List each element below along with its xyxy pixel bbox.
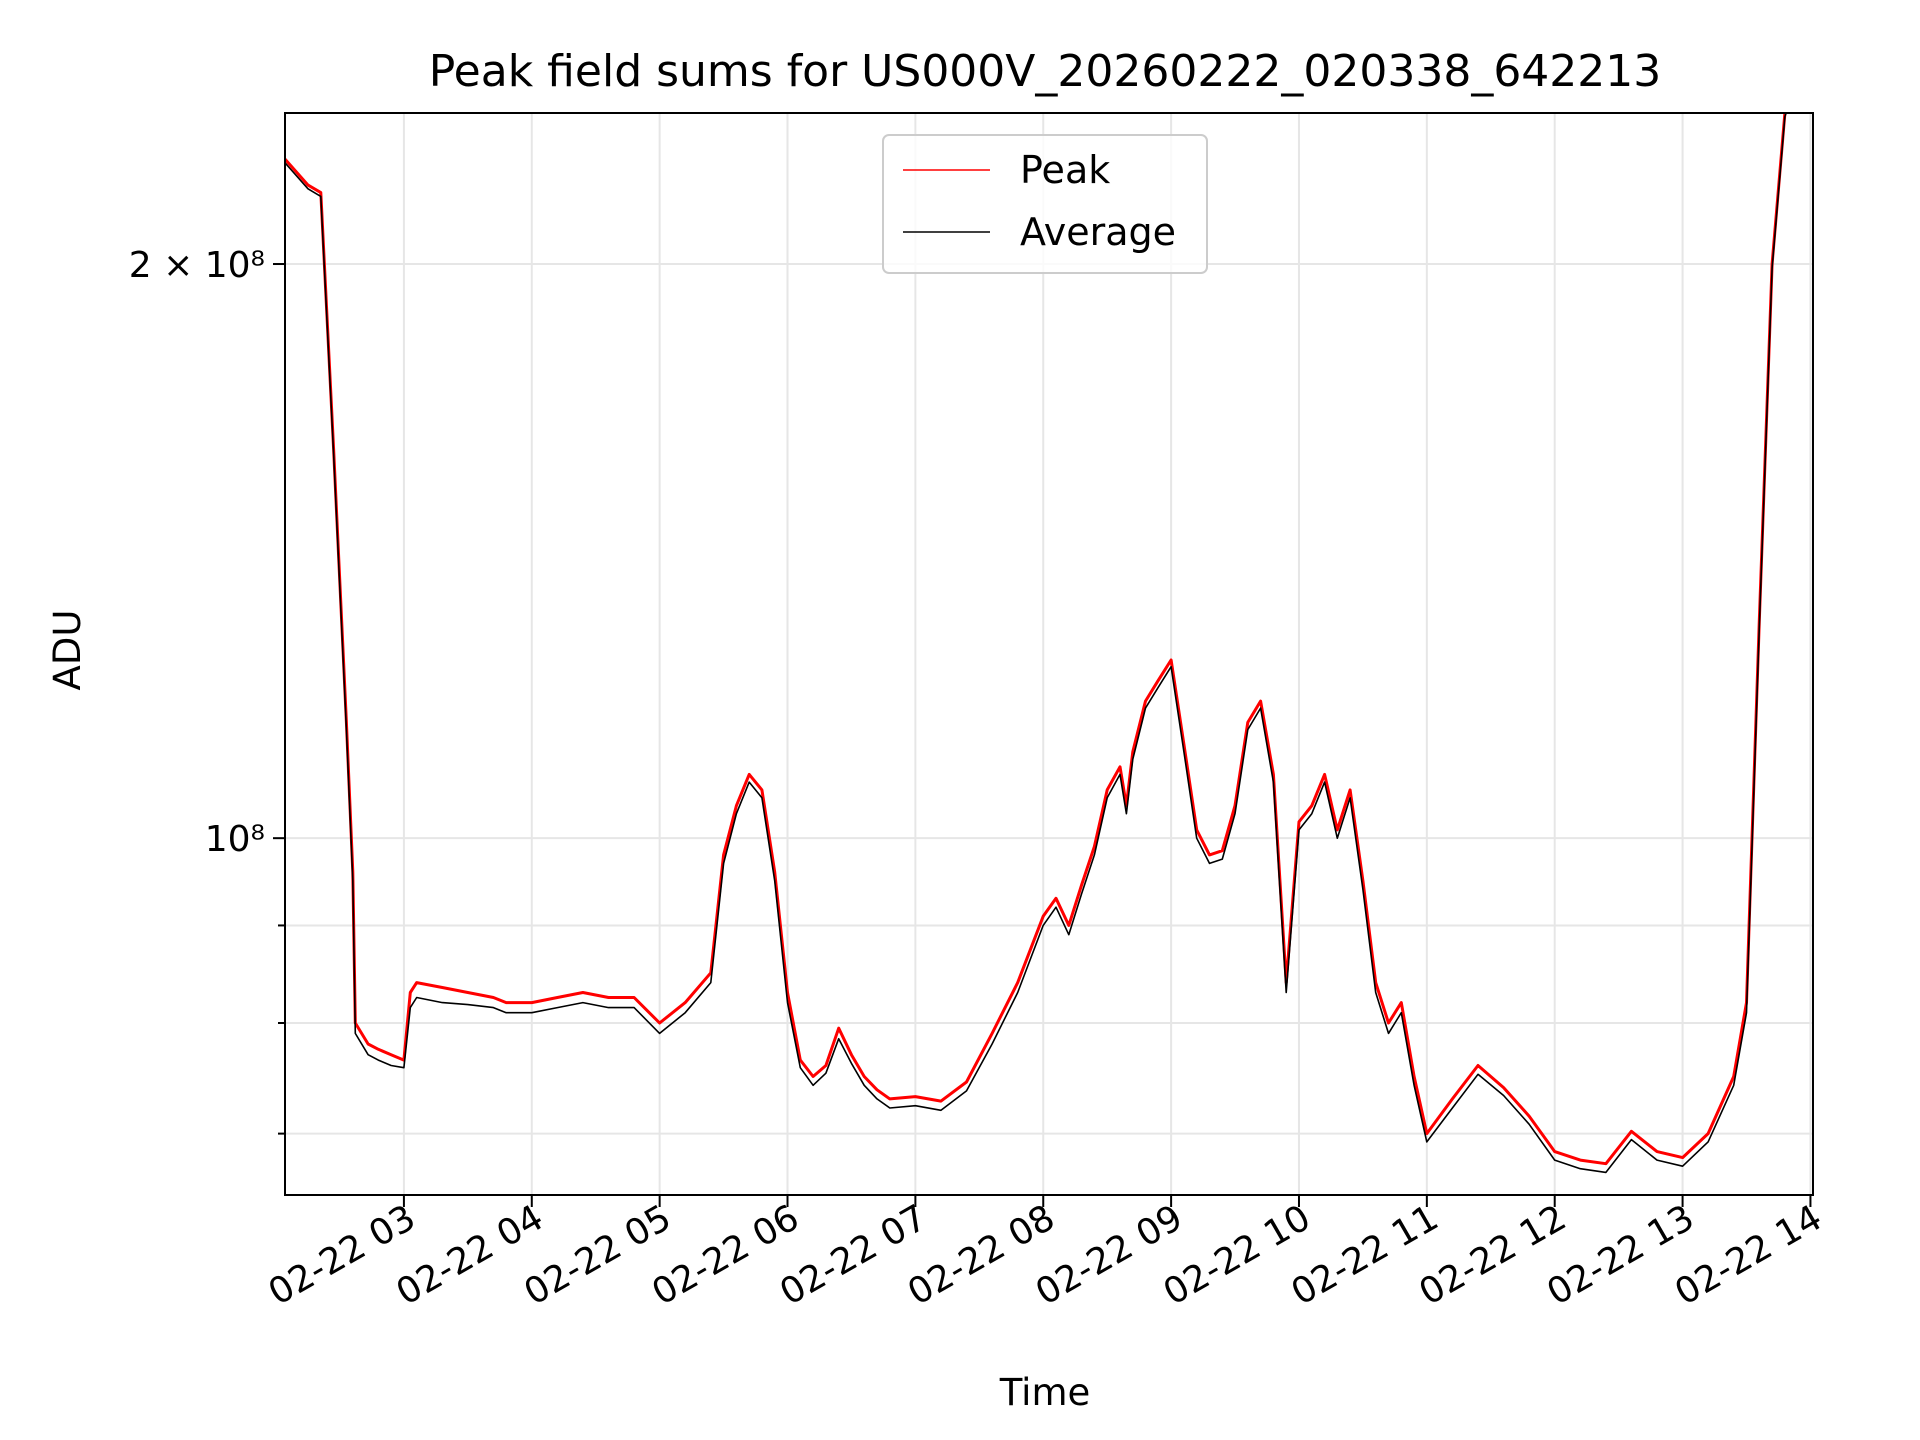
legend: Peak Average (882, 134, 1208, 274)
y-axis-label: ADU (46, 610, 89, 691)
series-line-peak (285, 113, 1787, 1166)
plot-area-frame (284, 112, 1814, 1196)
plot-series (285, 113, 1788, 1174)
legend-label-average: Average (1020, 210, 1176, 254)
series-line-average (285, 113, 1788, 1174)
legend-label-peak: Peak (1020, 148, 1110, 192)
y-tick-label: 2 × 10⁸ (129, 245, 265, 286)
x-axis-label: Time (999, 1371, 1091, 1414)
chart-title: Peak field sums for US000V_20260222_0203… (429, 46, 1662, 97)
y-tick-label: 10⁸ (205, 819, 265, 860)
